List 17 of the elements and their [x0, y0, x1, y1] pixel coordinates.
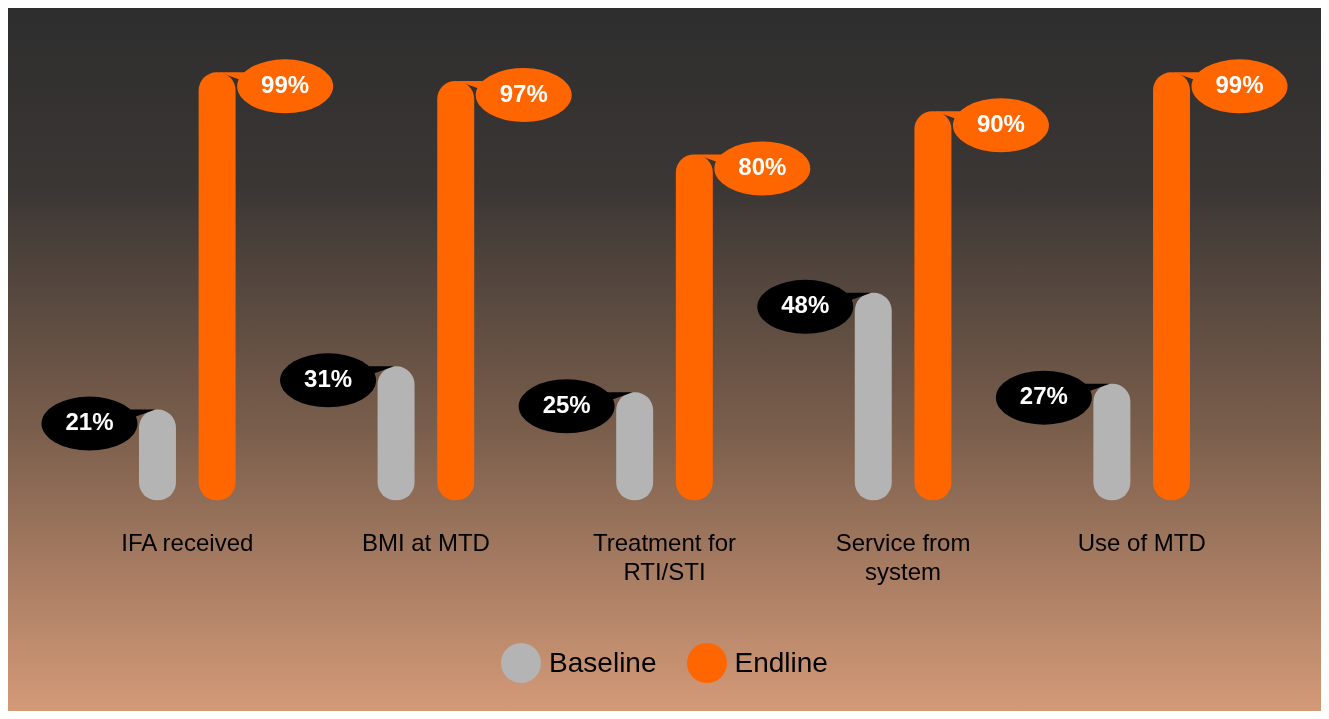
x-tick-label: Treatment for RTI/STI — [592, 529, 737, 586]
legend-label: Endline — [734, 647, 828, 679]
data-label: 48% — [781, 291, 830, 319]
x-tick-label: BMI at MTD — [361, 529, 490, 557]
data-label: 99% — [261, 70, 310, 98]
data-label: 21% — [65, 408, 114, 436]
x-tick-label: IFA received — [121, 529, 254, 557]
x-tick-label: Use of MTD — [1077, 529, 1206, 557]
data-label: 27% — [1019, 382, 1068, 410]
data-label: 31% — [304, 364, 353, 392]
data-label: 99% — [1215, 70, 1264, 98]
x-tick-label: Service from system — [835, 529, 971, 586]
data-label: 25% — [542, 390, 591, 418]
data-label: 80% — [738, 153, 787, 181]
data-label: 90% — [976, 109, 1025, 137]
data-label: 97% — [499, 79, 548, 107]
legend-label: Baseline — [549, 647, 657, 679]
